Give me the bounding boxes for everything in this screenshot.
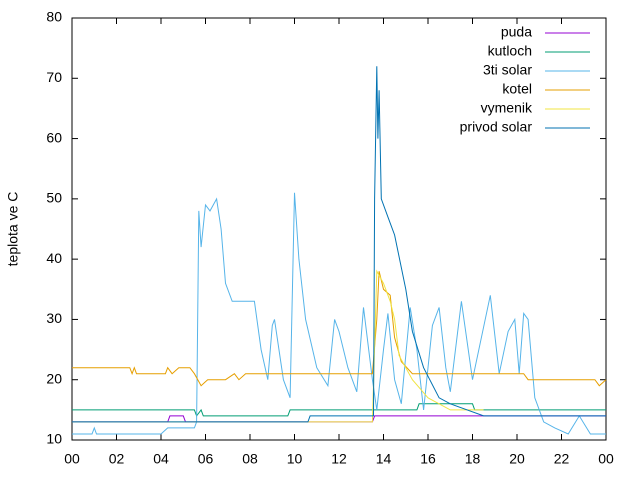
legend-label: kotel xyxy=(502,81,532,97)
x-tick-label: 08 xyxy=(242,451,258,467)
x-tick-label: 04 xyxy=(153,451,169,467)
series-line xyxy=(72,403,606,417)
series-line xyxy=(72,192,606,435)
y-tick-label: 60 xyxy=(46,129,62,145)
y-tick-label: 80 xyxy=(46,9,62,25)
legend-label: 3ti solar xyxy=(483,62,532,78)
x-tick-label: 20 xyxy=(509,451,525,467)
series-line xyxy=(72,415,606,423)
legend-label: puda xyxy=(501,24,532,40)
legend-label: vymenik xyxy=(481,100,533,116)
y-tick-label: 10 xyxy=(46,431,62,447)
series-line xyxy=(72,269,484,423)
series-line xyxy=(72,271,607,387)
x-tick-label: 00 xyxy=(598,451,614,467)
x-tick-label: 14 xyxy=(376,451,392,467)
x-tick-label: 06 xyxy=(198,451,214,467)
y-tick-label: 20 xyxy=(46,370,62,386)
x-tick-label: 00 xyxy=(64,451,80,467)
x-tick-label: 22 xyxy=(554,451,570,467)
y-tick-label: 70 xyxy=(46,69,62,85)
x-tick-label: 16 xyxy=(420,451,436,467)
x-tick-label: 10 xyxy=(287,451,303,467)
x-tick-label: 12 xyxy=(331,451,347,467)
y-tick-label: 50 xyxy=(46,190,62,206)
legend-label: privod solar xyxy=(460,119,533,135)
y-tick-label: 40 xyxy=(46,250,62,266)
x-tick-label: 18 xyxy=(465,451,481,467)
y-axis-label: teplota ve C xyxy=(5,192,21,267)
series-line xyxy=(72,66,606,423)
y-tick-label: 30 xyxy=(46,310,62,326)
legend-label: kutloch xyxy=(488,43,532,59)
x-tick-label: 02 xyxy=(109,451,125,467)
